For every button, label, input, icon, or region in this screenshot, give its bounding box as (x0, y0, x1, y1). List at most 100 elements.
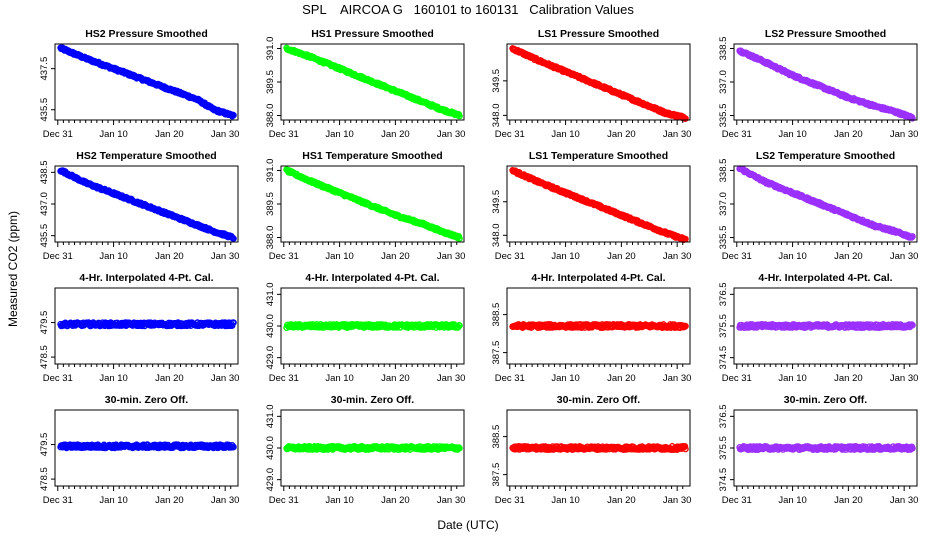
y-tick-label: 431.0 (265, 282, 276, 306)
x-tick-label: Jan 20 (381, 495, 410, 506)
data-point (230, 111, 237, 119)
x-tick-label: Jan 20 (607, 251, 636, 262)
x-tick-label: Jan 10 (325, 495, 354, 506)
x-tick-label: Jan 20 (155, 251, 184, 262)
panel-title: 4-Hr. Interpolated 4-Pt. Cal. (79, 272, 213, 284)
x-tick-label: Jan 30 (890, 251, 919, 262)
data-point (909, 233, 916, 240)
x-tick-label: Jan 20 (155, 129, 184, 140)
panel: LS1 Pressure Smoothed 348.0 349.5 Dec 31 Jan… (491, 28, 691, 140)
x-axis-label: Date (UTC) (437, 518, 499, 532)
data-series (283, 44, 463, 120)
x-tick-label: Jan 10 (778, 373, 807, 384)
panel: HS1 Temperature Smoothed 388.0 389.5 391.0 D… (265, 150, 465, 262)
panel-title: 4-Hr. Interpolated 4-Pt. Cal. (531, 272, 665, 284)
data-point (230, 443, 237, 451)
y-tick-label: 435.5 (39, 224, 50, 248)
panel: LS2 Pressure Smoothed 335.5 337.0 338.5 Dec … (718, 28, 918, 140)
x-tick-label: Dec 31 (43, 373, 73, 384)
data-series (736, 165, 916, 241)
x-tick-label: Jan 10 (99, 129, 128, 140)
x-tick-label: Jan 30 (663, 251, 692, 262)
x-tick-label: Jan 20 (381, 129, 410, 140)
panel: HS1 Pressure Smoothed 388.0 389.5 391.0 Dec … (265, 28, 465, 140)
x-tick-label: Jan 20 (381, 251, 410, 262)
x-tick-label: Dec 31 (495, 251, 525, 262)
y-tick-label: 388.5 (491, 425, 502, 449)
y-tick-label: 349.5 (491, 190, 502, 214)
panel: 4-Hr. Interpolated 4-Pt. Cal. 429.0 430.0 4… (265, 272, 465, 384)
y-tick-label: 374.5 (718, 468, 729, 492)
x-tick-label: Jan 30 (890, 129, 919, 140)
x-tick-label: Jan 20 (607, 373, 636, 384)
panel-title: HS2 Temperature Smoothed (76, 150, 216, 162)
panel-title: 30-min. Zero Off. (105, 394, 189, 406)
panel: 30-min. Zero Off. 429.0 430.0 431.0 Dec 31 Ja… (265, 394, 465, 506)
data-series (57, 441, 237, 452)
x-tick-label: Dec 31 (722, 495, 752, 506)
plot-frame (506, 165, 691, 243)
data-point (682, 322, 689, 330)
x-tick-label: Jan 30 (211, 495, 240, 506)
panel-title: HS1 Temperature Smoothed (302, 150, 442, 162)
x-tick-label: Jan 20 (834, 495, 863, 506)
panel-title: LS2 Pressure Smoothed (765, 28, 886, 40)
data-point (909, 115, 916, 122)
data-series (509, 166, 689, 244)
data-point (230, 319, 237, 326)
panel: HS2 Temperature Smoothed 435.5 437.0 438.5 D… (39, 150, 239, 262)
figure-title: SPL AIRCOA G 160101 to 160131 Calibratio… (302, 2, 634, 17)
x-tick-label: Dec 31 (43, 251, 73, 262)
y-tick-label: 337.0 (718, 70, 729, 94)
y-tick-label: 430.0 (265, 314, 276, 338)
panel-title: 30-min. Zero Off. (784, 394, 868, 406)
y-tick-label: 338.5 (718, 37, 729, 61)
y-tick-label: 387.5 (491, 463, 502, 487)
data-point (456, 322, 463, 329)
y-tick-label: 429.0 (265, 468, 276, 492)
data-point (681, 442, 689, 450)
panel: LS2 Temperature Smoothed 335.5 337.0 338.5 D… (718, 150, 918, 262)
data-point (682, 445, 689, 453)
y-tick-label: 376.5 (718, 404, 729, 428)
x-tick-label: Jan 30 (437, 373, 466, 384)
plot-frame (506, 409, 691, 487)
plot-frame (54, 43, 239, 121)
plot-frame (54, 287, 239, 365)
panel-title: 30-min. Zero Off. (557, 394, 641, 406)
panel-title: LS2 Temperature Smoothed (756, 150, 895, 162)
data-series (57, 319, 237, 330)
y-tick-label: 479.5 (39, 433, 50, 457)
x-tick-label: Jan 10 (778, 495, 807, 506)
y-tick-label: 338.5 (718, 159, 729, 183)
x-tick-label: Jan 30 (663, 495, 692, 506)
panel-title: 4-Hr. Interpolated 4-Pt. Cal. (758, 272, 892, 284)
y-tick-label: 337.0 (718, 192, 729, 216)
x-tick-label: Dec 31 (495, 495, 525, 506)
x-tick-label: Dec 31 (269, 373, 299, 384)
x-tick-label: Dec 31 (495, 129, 525, 140)
panel: 4-Hr. Interpolated 4-Pt. Cal. 478.5 479.5 D… (39, 272, 239, 384)
y-tick-label: 431.0 (265, 404, 276, 428)
y-tick-label: 478.5 (39, 345, 50, 369)
panel: 4-Hr. Interpolated 4-Pt. Cal. 387.5 388.5 D… (491, 272, 691, 384)
plot-frame (506, 287, 691, 365)
data-series (736, 47, 916, 122)
data-series (57, 44, 237, 120)
x-tick-label: Jan 20 (155, 495, 184, 506)
data-series (509, 45, 689, 122)
panel: 30-min. Zero Off. 374.5 375.5 376.5 Dec 31 Ja… (718, 394, 918, 506)
x-tick-label: Jan 10 (99, 373, 128, 384)
x-tick-label: Dec 31 (269, 251, 299, 262)
x-tick-label: Jan 10 (778, 129, 807, 140)
x-tick-label: Dec 31 (43, 495, 73, 506)
data-point (682, 115, 689, 122)
y-tick-label: 389.5 (265, 70, 276, 94)
data-series (509, 442, 689, 454)
x-tick-label: Dec 31 (43, 129, 73, 140)
panel-title: LS1 Pressure Smoothed (538, 28, 659, 40)
data-series (283, 442, 463, 454)
panel: HS2 Pressure Smoothed 435.5 437.5 Dec 31 Jan… (39, 28, 239, 140)
